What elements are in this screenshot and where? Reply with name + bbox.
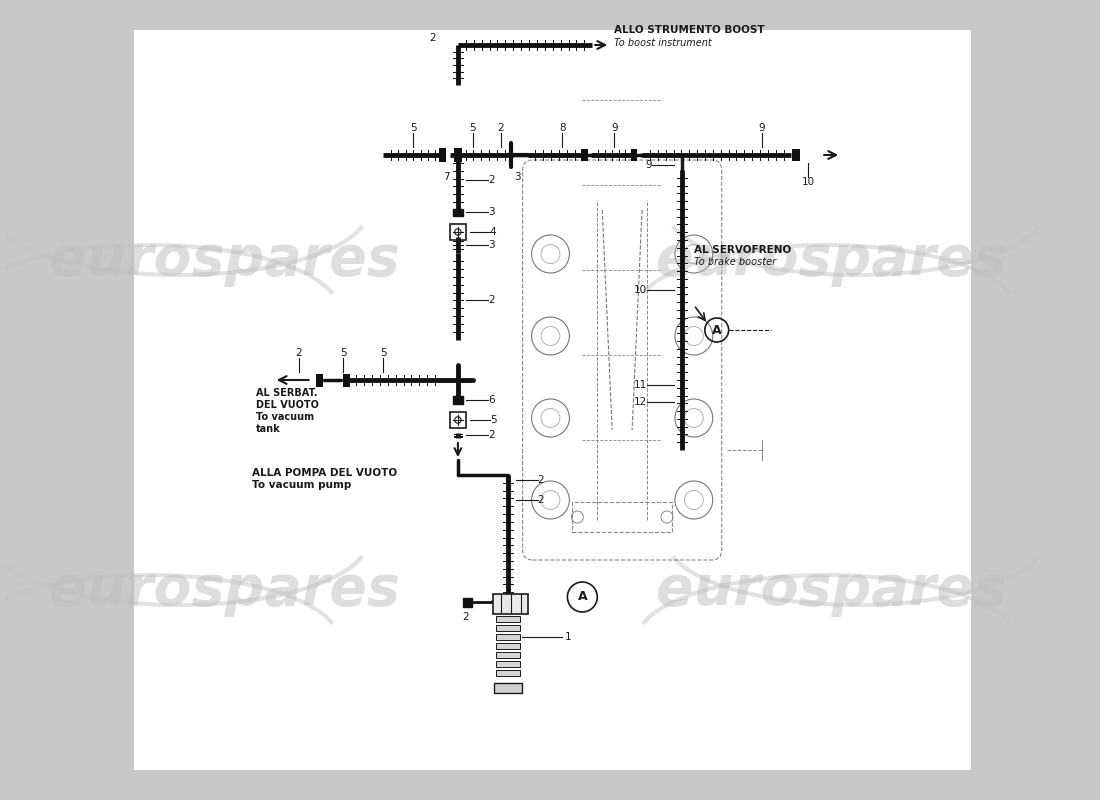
Text: eurospares: eurospares bbox=[656, 233, 1007, 287]
Text: 5: 5 bbox=[410, 123, 417, 133]
Bar bbox=[134, 30, 970, 770]
Bar bbox=[453, 209, 463, 215]
Text: 8: 8 bbox=[559, 123, 565, 133]
Bar bbox=[493, 594, 528, 614]
Bar bbox=[343, 374, 350, 386]
Bar bbox=[496, 616, 519, 622]
Text: A: A bbox=[712, 323, 722, 337]
Bar bbox=[316, 374, 323, 386]
Bar bbox=[494, 683, 521, 693]
Text: 9: 9 bbox=[646, 160, 652, 170]
Text: 7: 7 bbox=[442, 172, 449, 182]
Text: 2: 2 bbox=[497, 123, 504, 133]
Text: 10: 10 bbox=[634, 285, 647, 295]
Text: 3: 3 bbox=[487, 207, 494, 217]
Bar bbox=[440, 148, 447, 162]
Text: 2: 2 bbox=[487, 295, 494, 305]
Bar bbox=[792, 149, 801, 161]
Bar bbox=[450, 412, 466, 428]
Text: 5: 5 bbox=[490, 415, 496, 425]
Text: 3: 3 bbox=[515, 172, 521, 182]
Text: 3: 3 bbox=[487, 240, 494, 250]
Text: 9: 9 bbox=[758, 123, 764, 133]
Text: 5: 5 bbox=[340, 348, 346, 358]
Text: AL SERBAT.
DEL VUOTO
To vacuum
tank: AL SERBAT. DEL VUOTO To vacuum tank bbox=[256, 388, 319, 434]
Text: ALLA POMPA DEL VUOTO
To vacuum pump: ALLA POMPA DEL VUOTO To vacuum pump bbox=[252, 468, 397, 490]
Text: 1: 1 bbox=[564, 632, 571, 642]
Text: 2: 2 bbox=[538, 495, 544, 505]
Text: 12: 12 bbox=[634, 397, 647, 407]
Text: 11: 11 bbox=[634, 380, 647, 390]
Text: To brake booster: To brake booster bbox=[694, 257, 776, 267]
Text: ALLO STRUMENTO BOOST: ALLO STRUMENTO BOOST bbox=[614, 25, 764, 35]
Text: eurospares: eurospares bbox=[656, 563, 1007, 617]
Text: 6: 6 bbox=[487, 395, 494, 405]
Text: 4: 4 bbox=[490, 227, 496, 237]
Bar bbox=[463, 598, 472, 606]
Bar bbox=[496, 661, 519, 667]
Bar bbox=[631, 149, 637, 161]
Text: 5: 5 bbox=[379, 348, 386, 358]
Bar bbox=[454, 148, 462, 162]
Text: 2: 2 bbox=[538, 475, 544, 485]
Bar bbox=[496, 634, 519, 640]
Bar bbox=[572, 502, 672, 532]
Text: eurospares: eurospares bbox=[48, 563, 399, 617]
Text: 5: 5 bbox=[470, 123, 476, 133]
Text: A: A bbox=[578, 590, 587, 603]
Bar bbox=[581, 149, 587, 161]
Text: 2: 2 bbox=[462, 612, 470, 622]
Text: 9: 9 bbox=[610, 123, 617, 133]
Bar bbox=[496, 625, 519, 631]
Text: To boost instrument: To boost instrument bbox=[614, 38, 712, 48]
Text: 2: 2 bbox=[429, 33, 436, 43]
Text: 2: 2 bbox=[487, 430, 494, 440]
Text: 10: 10 bbox=[802, 177, 815, 187]
Text: 2: 2 bbox=[295, 348, 301, 358]
Bar bbox=[496, 670, 519, 676]
Bar bbox=[496, 643, 519, 649]
Bar bbox=[450, 224, 466, 240]
Text: eurospares: eurospares bbox=[48, 233, 399, 287]
Text: 2: 2 bbox=[487, 175, 494, 185]
Bar bbox=[453, 396, 463, 404]
Text: AL SERVOFRENO: AL SERVOFRENO bbox=[694, 245, 791, 255]
Bar bbox=[496, 652, 519, 658]
